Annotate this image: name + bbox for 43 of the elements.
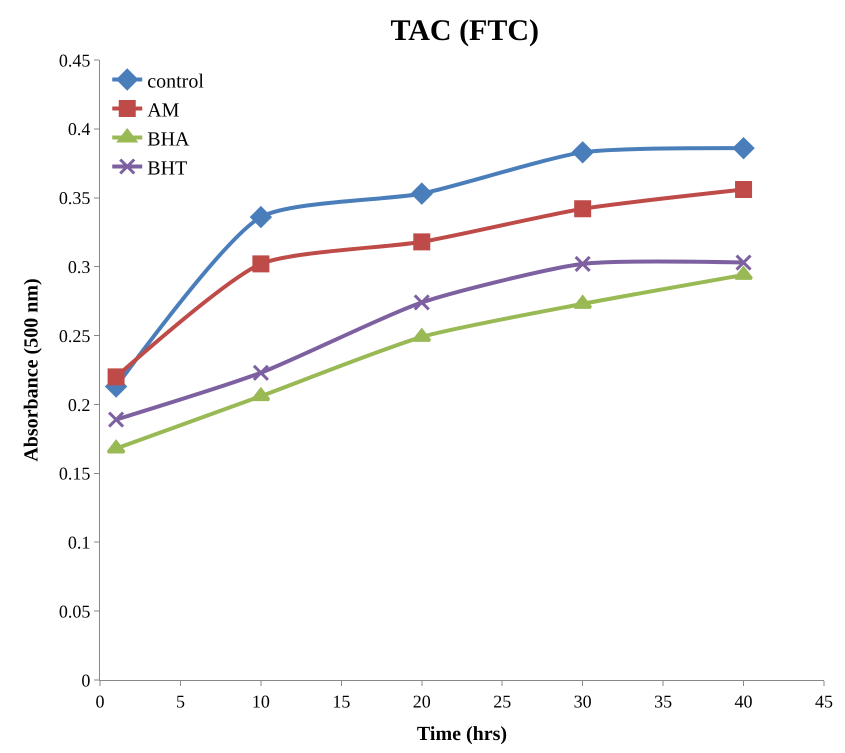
point — [413, 233, 430, 250]
legend-label: BHA — [147, 128, 190, 150]
y-tick-label: 0.45 — [58, 50, 90, 70]
y-tick-label: 0.35 — [58, 188, 90, 208]
point — [251, 388, 270, 402]
point — [574, 255, 592, 272]
point — [574, 200, 592, 218]
point — [732, 138, 754, 159]
x-tick-label: 45 — [815, 692, 833, 712]
x-tick-label: 20 — [412, 692, 431, 712]
point — [250, 206, 272, 228]
legend-label: BHT — [147, 157, 188, 180]
x-tick-label: 10 — [252, 692, 270, 712]
x-tick-label: 0 — [96, 692, 104, 712]
point — [572, 142, 594, 163]
point — [106, 440, 126, 454]
y-tick-label: 0.2 — [68, 394, 90, 415]
legend-label: control — [147, 70, 204, 92]
y-axis-title: Absorbance (500 nm) — [20, 278, 42, 462]
y-tick-label: 0.05 — [58, 601, 90, 622]
x-tick-label: 30 — [574, 692, 592, 712]
point — [252, 364, 270, 382]
point — [735, 254, 752, 272]
x-tick-label: 25 — [493, 692, 512, 712]
point — [411, 183, 432, 204]
x-tick-label: 35 — [654, 692, 672, 712]
chart-title: TAC (FTC) — [390, 14, 540, 47]
x-tick-label: 5 — [176, 692, 185, 712]
point — [252, 255, 270, 272]
point — [108, 368, 125, 386]
point — [413, 294, 430, 311]
y-tick-label: 0.25 — [58, 326, 90, 346]
point — [108, 411, 125, 428]
x-tick-label: 40 — [734, 692, 753, 712]
x-axis-title: Time (hrs) — [416, 723, 508, 746]
point — [735, 181, 752, 198]
legend-label: AM — [147, 99, 180, 122]
y-tick-label: 0 — [81, 670, 90, 690]
y-tick-label: 0.4 — [68, 119, 90, 140]
y-tick-label: 0.1 — [68, 532, 90, 553]
x-tick-label: 15 — [332, 692, 350, 712]
y-tick-label: 0.15 — [58, 464, 90, 484]
y-tick-label: 0.3 — [68, 256, 90, 277]
